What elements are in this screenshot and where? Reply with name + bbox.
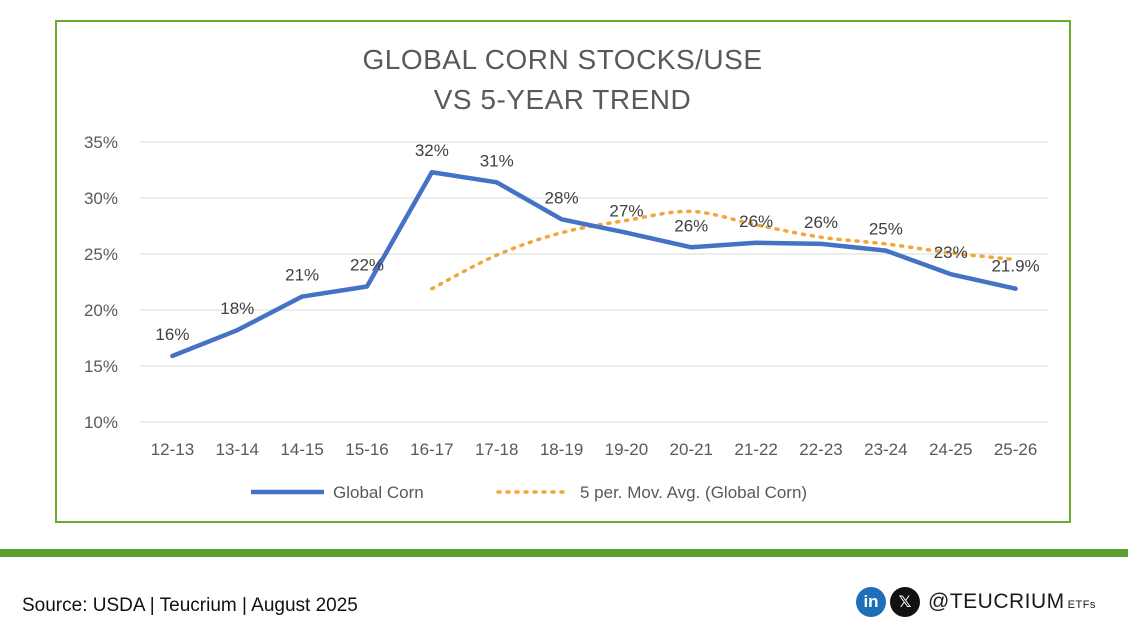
- data-label: 28%: [545, 188, 579, 207]
- x-icon[interactable]: 𝕏: [890, 587, 920, 617]
- global-corn-point: [170, 353, 175, 358]
- global-corn-point: [754, 240, 759, 245]
- y-tick-label: 10%: [84, 413, 118, 432]
- chart-title-line-1: GLOBAL CORN STOCKS/USE: [362, 44, 763, 75]
- green-divider: [0, 549, 1128, 557]
- data-label: 23%: [934, 243, 968, 262]
- x-tick-label: 22-23: [799, 440, 842, 459]
- x-tick-label: 16-17: [410, 440, 453, 459]
- linkedin-icon[interactable]: in: [856, 587, 886, 617]
- data-label: 22%: [350, 255, 384, 274]
- x-tick-label: 19-20: [605, 440, 648, 459]
- y-tick-label: 20%: [84, 301, 118, 320]
- data-label: 26%: [739, 212, 773, 231]
- global-corn-point: [624, 230, 629, 235]
- data-label: 32%: [415, 141, 449, 160]
- global-corn-point: [429, 170, 434, 175]
- global-corn-point: [300, 294, 305, 299]
- data-label: 31%: [480, 151, 514, 170]
- y-tick-label: 25%: [84, 245, 118, 264]
- x-tick-label: 24-25: [929, 440, 972, 459]
- x-tick-label: 15-16: [345, 440, 388, 459]
- data-label: 18%: [220, 299, 254, 318]
- y-tick-label: 15%: [84, 357, 118, 376]
- data-label: 21%: [285, 266, 319, 285]
- global-corn-point: [559, 217, 564, 222]
- x-tick-label: 14-15: [280, 440, 323, 459]
- data-label: 27%: [609, 202, 643, 221]
- global-corn-point: [819, 241, 823, 246]
- global-corn-point: [689, 245, 694, 250]
- x-tick-label: 17-18: [475, 440, 518, 459]
- moving-average-line: [430, 209, 1018, 291]
- y-tick-label: 35%: [84, 133, 118, 152]
- global-corn-line: [170, 169, 1018, 359]
- source-text: Source: USDA | Teucrium | August 2025: [22, 595, 358, 616]
- x-tick-label: 12-13: [151, 440, 194, 459]
- data-label: 16%: [155, 325, 189, 344]
- x-tick-label: 13-14: [216, 440, 259, 459]
- data-label: 26%: [804, 213, 838, 232]
- chart-title: GLOBAL CORN STOCKS/USE VS 5-YEAR TREND: [0, 40, 1125, 120]
- y-tick-label: 30%: [84, 189, 118, 208]
- legend-label-global-corn: Global Corn: [333, 483, 424, 502]
- global-corn-point: [235, 328, 240, 333]
- global-corn-point: [948, 272, 953, 277]
- data-label: 26%: [674, 216, 708, 235]
- global-corn-point: [883, 248, 888, 253]
- x-tick-label: 18-19: [540, 440, 583, 459]
- chart-frame: [55, 20, 1071, 523]
- social-handle[interactable]: @TEUCRIUM: [928, 590, 1065, 613]
- social-branding: in 𝕏 @TEUCRIUM ETFs: [856, 586, 1096, 618]
- chart-title-line-2: VS 5-YEAR TREND: [433, 84, 692, 115]
- x-tick-label: 25-26: [994, 440, 1037, 459]
- global-corn-point: [1013, 286, 1018, 291]
- x-tick-label: 23-24: [864, 440, 907, 459]
- data-label: 21.9%: [991, 257, 1039, 276]
- global-corn-point: [365, 284, 369, 289]
- data-label: 25%: [869, 220, 903, 239]
- legend-label-moving-average: 5 per. Mov. Avg. (Global Corn): [580, 483, 807, 502]
- x-tick-label: 20-21: [670, 440, 713, 459]
- global-corn-point: [494, 180, 499, 185]
- social-handle-suffix: ETFs: [1067, 599, 1096, 611]
- x-tick-label: 21-22: [734, 440, 777, 459]
